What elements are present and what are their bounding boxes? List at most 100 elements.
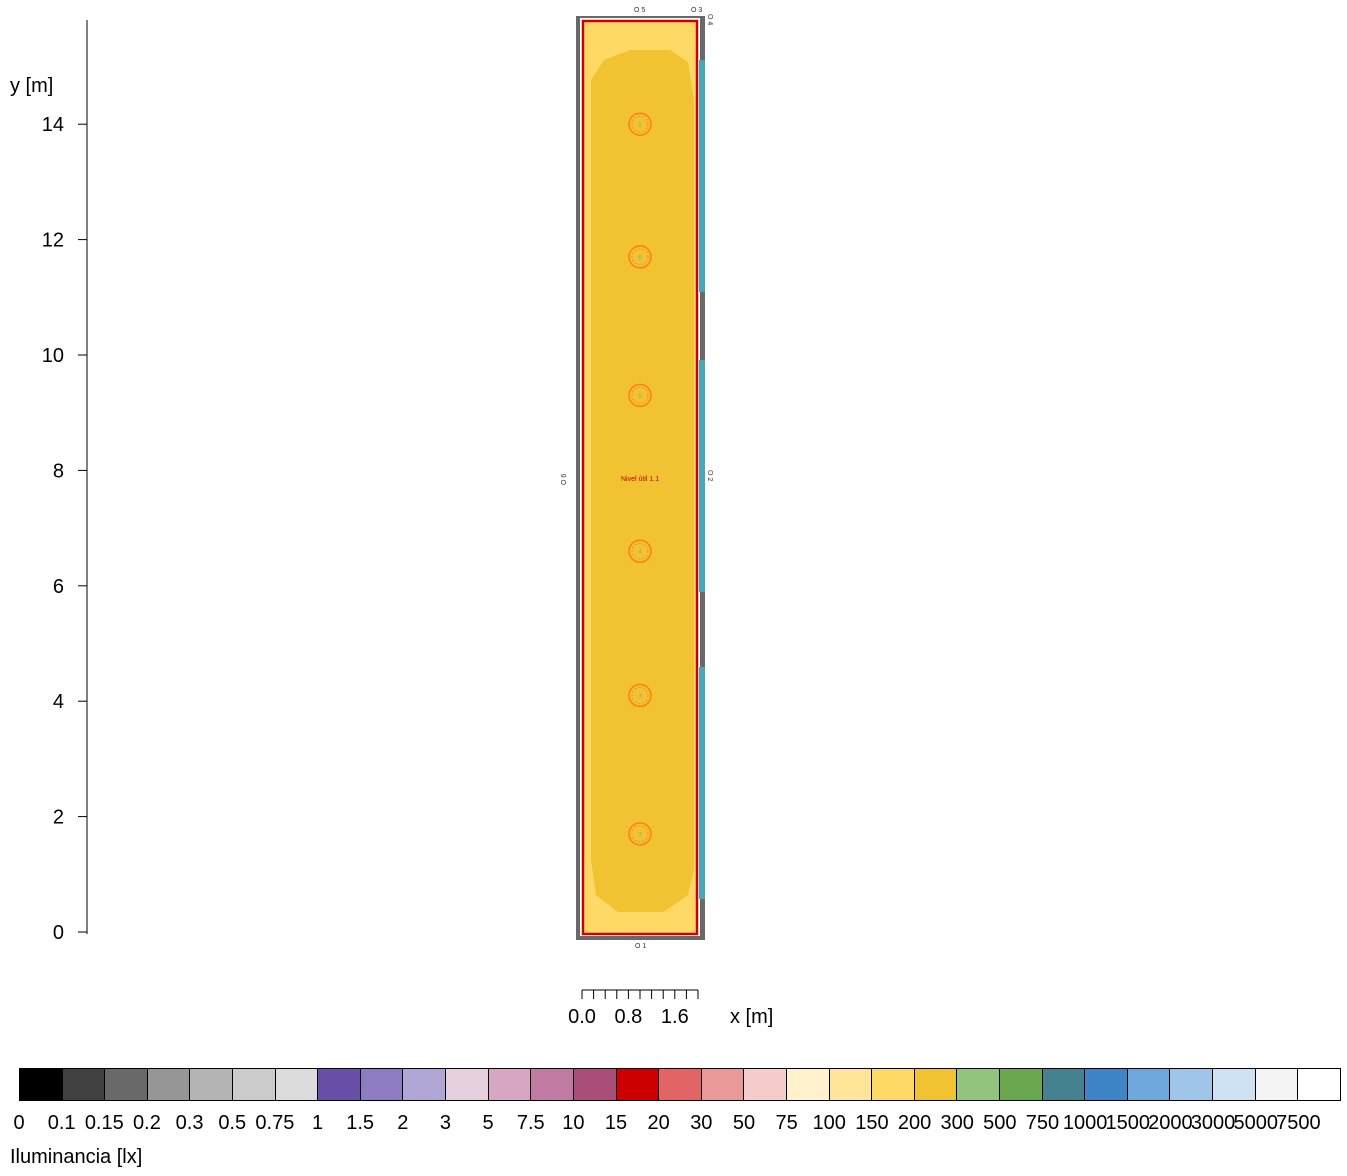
y-tick-label: 4 <box>53 691 64 713</box>
legend-swatch <box>190 1069 234 1100</box>
legend-label: 0.75 <box>255 1112 295 1134</box>
legend-label: 200 <box>897 1112 932 1134</box>
x-tick-label: 0.0 <box>568 1006 596 1028</box>
legend-label: 0.15 <box>84 1112 124 1134</box>
y-tick-label: 6 <box>53 576 64 598</box>
legend-label: 1 <box>311 1112 324 1134</box>
legend-swatch <box>573 1069 617 1100</box>
luminaire-id: 1 <box>638 123 642 129</box>
legend-label: 0 <box>13 1112 25 1134</box>
luminaire-inner-ring <box>631 115 649 133</box>
legend-label: 300 <box>940 1112 974 1134</box>
legend-swatch <box>105 1069 148 1100</box>
legend-label: 10 <box>562 1112 585 1134</box>
legend-label: 1500 <box>1105 1112 1151 1134</box>
y-tick-label: 8 <box>53 460 64 482</box>
legend-swatch <box>659 1069 702 1100</box>
legend-swatch <box>62 1069 106 1100</box>
legend-label: 0.2 <box>133 1112 161 1134</box>
illuminance-legend-bar <box>19 1068 1341 1101</box>
legend-swatch <box>488 1069 532 1100</box>
legend-swatch <box>616 1069 660 1100</box>
legend-label: 1000 <box>1062 1112 1108 1134</box>
legend-label: 100 <box>812 1112 846 1134</box>
legend-label: 150 <box>855 1112 889 1134</box>
legend-swatch <box>1170 1069 1214 1100</box>
legend-label: 750 <box>1025 1112 1060 1134</box>
luminaire-icon[interactable] <box>628 245 652 269</box>
legend-label: 2 <box>397 1112 409 1134</box>
legend-swatch <box>20 1069 63 1100</box>
luminaire-inner-ring <box>631 386 649 404</box>
legend-label: 3000 <box>1190 1112 1236 1134</box>
legend-label: 30 <box>690 1112 713 1134</box>
x-scale-bar: 0.0 0.8 1.6 <box>568 989 699 1028</box>
legend-swatch <box>914 1069 958 1100</box>
luminaire-inner-ring <box>631 248 649 266</box>
legend-swatch <box>1255 1069 1299 1100</box>
luminaire-id: 2 <box>638 832 642 838</box>
luminaire-inner-ring <box>631 687 649 704</box>
room-outline <box>581 19 699 936</box>
window-2 <box>699 360 705 592</box>
legend-label: 75 <box>775 1112 798 1134</box>
legend-label: 0.3 <box>175 1112 204 1134</box>
legend-label: 0.5 <box>218 1112 247 1134</box>
legend-swatch <box>1042 1069 1086 1100</box>
room-label: Nivel útil 1.1 <box>621 476 659 483</box>
y-axis-ticks: 0 2 4 6 8 10 12 14 <box>42 114 87 944</box>
y-tick-label: 10 <box>42 345 64 367</box>
marker-o3: O 3 <box>691 7 702 14</box>
luminaire-id: 4 <box>638 550 642 556</box>
legend-swatch <box>1085 1069 1128 1100</box>
legend-swatch <box>786 1069 830 1100</box>
legend-label: 15 <box>604 1112 628 1134</box>
legend-title: Iluminancia [lx] <box>10 1146 143 1168</box>
luminaire-icon[interactable] <box>628 683 652 708</box>
y-tick-label: 2 <box>53 807 64 829</box>
window-1 <box>699 60 705 292</box>
luminaire-icon[interactable] <box>628 112 652 136</box>
legend-swatch <box>531 1069 574 1100</box>
legend-label: 2000 <box>1148 1112 1193 1134</box>
marker-o2: O 2 <box>706 470 713 481</box>
x-tick-label: 0.8 <box>614 1006 642 1028</box>
y-tick-label: 14 <box>42 114 64 136</box>
luminaire-icon[interactable] <box>628 539 652 563</box>
luminaire-id: 5 <box>638 394 642 400</box>
luminaire-id: 6 <box>638 255 642 261</box>
legend-label: 50 <box>732 1112 756 1134</box>
marker-o6: O 6 <box>561 474 568 485</box>
y-axis-label: y [m] <box>10 75 53 97</box>
luminaire-id: 3 <box>638 694 642 700</box>
illuminance-legend-labels: 0 0.1 0.15 0.2 0.3 0.5 0.75 1 1.5 2 3 5 7.5 10 15 20 30 5… <box>0 1111 1347 1137</box>
window-3 <box>699 667 705 899</box>
luminaire-inner-ring <box>631 542 649 560</box>
luminaire-inner-ring <box>631 825 649 843</box>
legend-swatch <box>829 1069 873 1100</box>
legend-label: 5 <box>482 1112 494 1134</box>
zone-inner <box>591 50 694 912</box>
legend-label: 5000 <box>1233 1112 1278 1134</box>
legend-swatch <box>1213 1069 1256 1100</box>
y-tick-label: 0 <box>53 922 64 944</box>
luminaire-icon[interactable] <box>628 822 652 846</box>
legend-swatch <box>1298 1069 1340 1100</box>
legend-label: 500 <box>983 1112 1017 1134</box>
legend-swatch <box>318 1069 361 1100</box>
x-axis-label: x [m] <box>730 1006 773 1028</box>
legend-swatch <box>744 1069 787 1100</box>
legend-swatch <box>1127 1069 1171 1100</box>
legend-swatch <box>446 1069 489 1100</box>
legend-swatch <box>403 1069 447 1100</box>
marker-o5: O 5 <box>634 7 645 14</box>
legend-swatch <box>147 1069 191 1100</box>
legend-swatch <box>701 1069 745 1100</box>
luminaire-icon[interactable] <box>628 383 652 408</box>
luminaires-group: 1 6 5 4 3 2 <box>628 112 652 846</box>
legend-label: 0.1 <box>47 1112 76 1134</box>
x-tick-label: 1.6 <box>661 1006 689 1028</box>
legend-swatch <box>1000 1069 1043 1100</box>
legend-label: 20 <box>647 1112 670 1134</box>
